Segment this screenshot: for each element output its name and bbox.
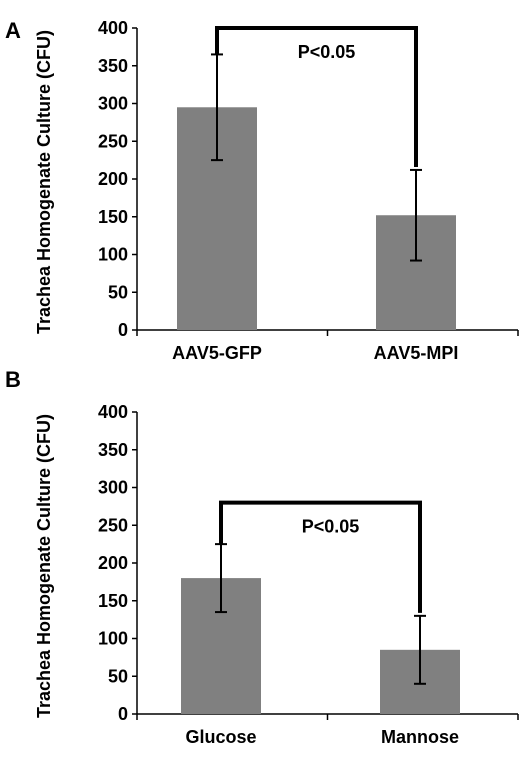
panel-b-significance-bracket [219,500,422,613]
panel-b-chart: B Trachea Homogenate Culture (CFU) 0 50 10… [5,367,519,747]
panel-b-y-tick-label: 50 [108,666,128,686]
panel-a-y-tick-label: 300 [98,94,128,114]
panel-b-y-tick-label: 200 [98,553,128,573]
panel-a-y-tick-label: 250 [98,131,128,151]
panel-b-plot-area: 0 50 100 150 200 250 300 350 400 Glucose Mannose P<… [98,402,519,747]
panel-a-plot-area: 0 50 100 150 200 250 300 350 400 AAV5-GFP AAV5-MPI… [98,18,519,363]
panel-a-letter: A [5,18,21,43]
panel-b-category-label-0: Glucose [185,727,256,747]
panel-b-error-bar-1 [414,614,426,685]
panel-a-significance-bracket [215,26,418,167]
panel-a-y-tick-label: 200 [98,169,128,189]
panel-a-error-bar-1 [410,168,422,262]
panel-b-y-tick-label: 300 [98,478,128,498]
panel-b-y-tick-label: 0 [118,704,128,724]
panel-b-category-label-1: Mannose [381,727,459,747]
panel-a-y-axis-label: Trachea Homogenate Culture (CFU) [34,30,54,334]
panel-a-y-tick-label: 50 [108,282,128,302]
panel-a-y-tick-label: 350 [98,56,128,76]
panel-b-y-tick-label: 100 [98,629,128,649]
panel-a-y-tick-label: 0 [118,320,128,340]
panel-b-y-tick-label: 250 [98,515,128,535]
panel-b-letter: B [5,367,21,392]
panel-b-y-tick-label: 150 [98,591,128,611]
panel-a-category-label-1: AAV5-MPI [374,343,459,363]
panel-b-y-tick-label: 350 [98,440,128,460]
panel-a-category-label-0: AAV5-GFP [172,343,262,363]
panel-a-y-tick-label: 100 [98,245,128,265]
panel-b-significance-label: P<0.05 [302,517,360,537]
panel-b-y-axis-label: Trachea Homogenate Culture (CFU) [34,414,54,718]
panel-a-y-tick-label: 400 [98,18,128,38]
panel-b-y-tick-label: 400 [98,402,128,422]
panel-a-significance-label: P<0.05 [298,42,356,62]
panel-a-y-tick-label: 150 [98,207,128,227]
panel-a-chart: A Trachea Homogenate Culture (CFU) 0 50 10… [5,18,519,363]
